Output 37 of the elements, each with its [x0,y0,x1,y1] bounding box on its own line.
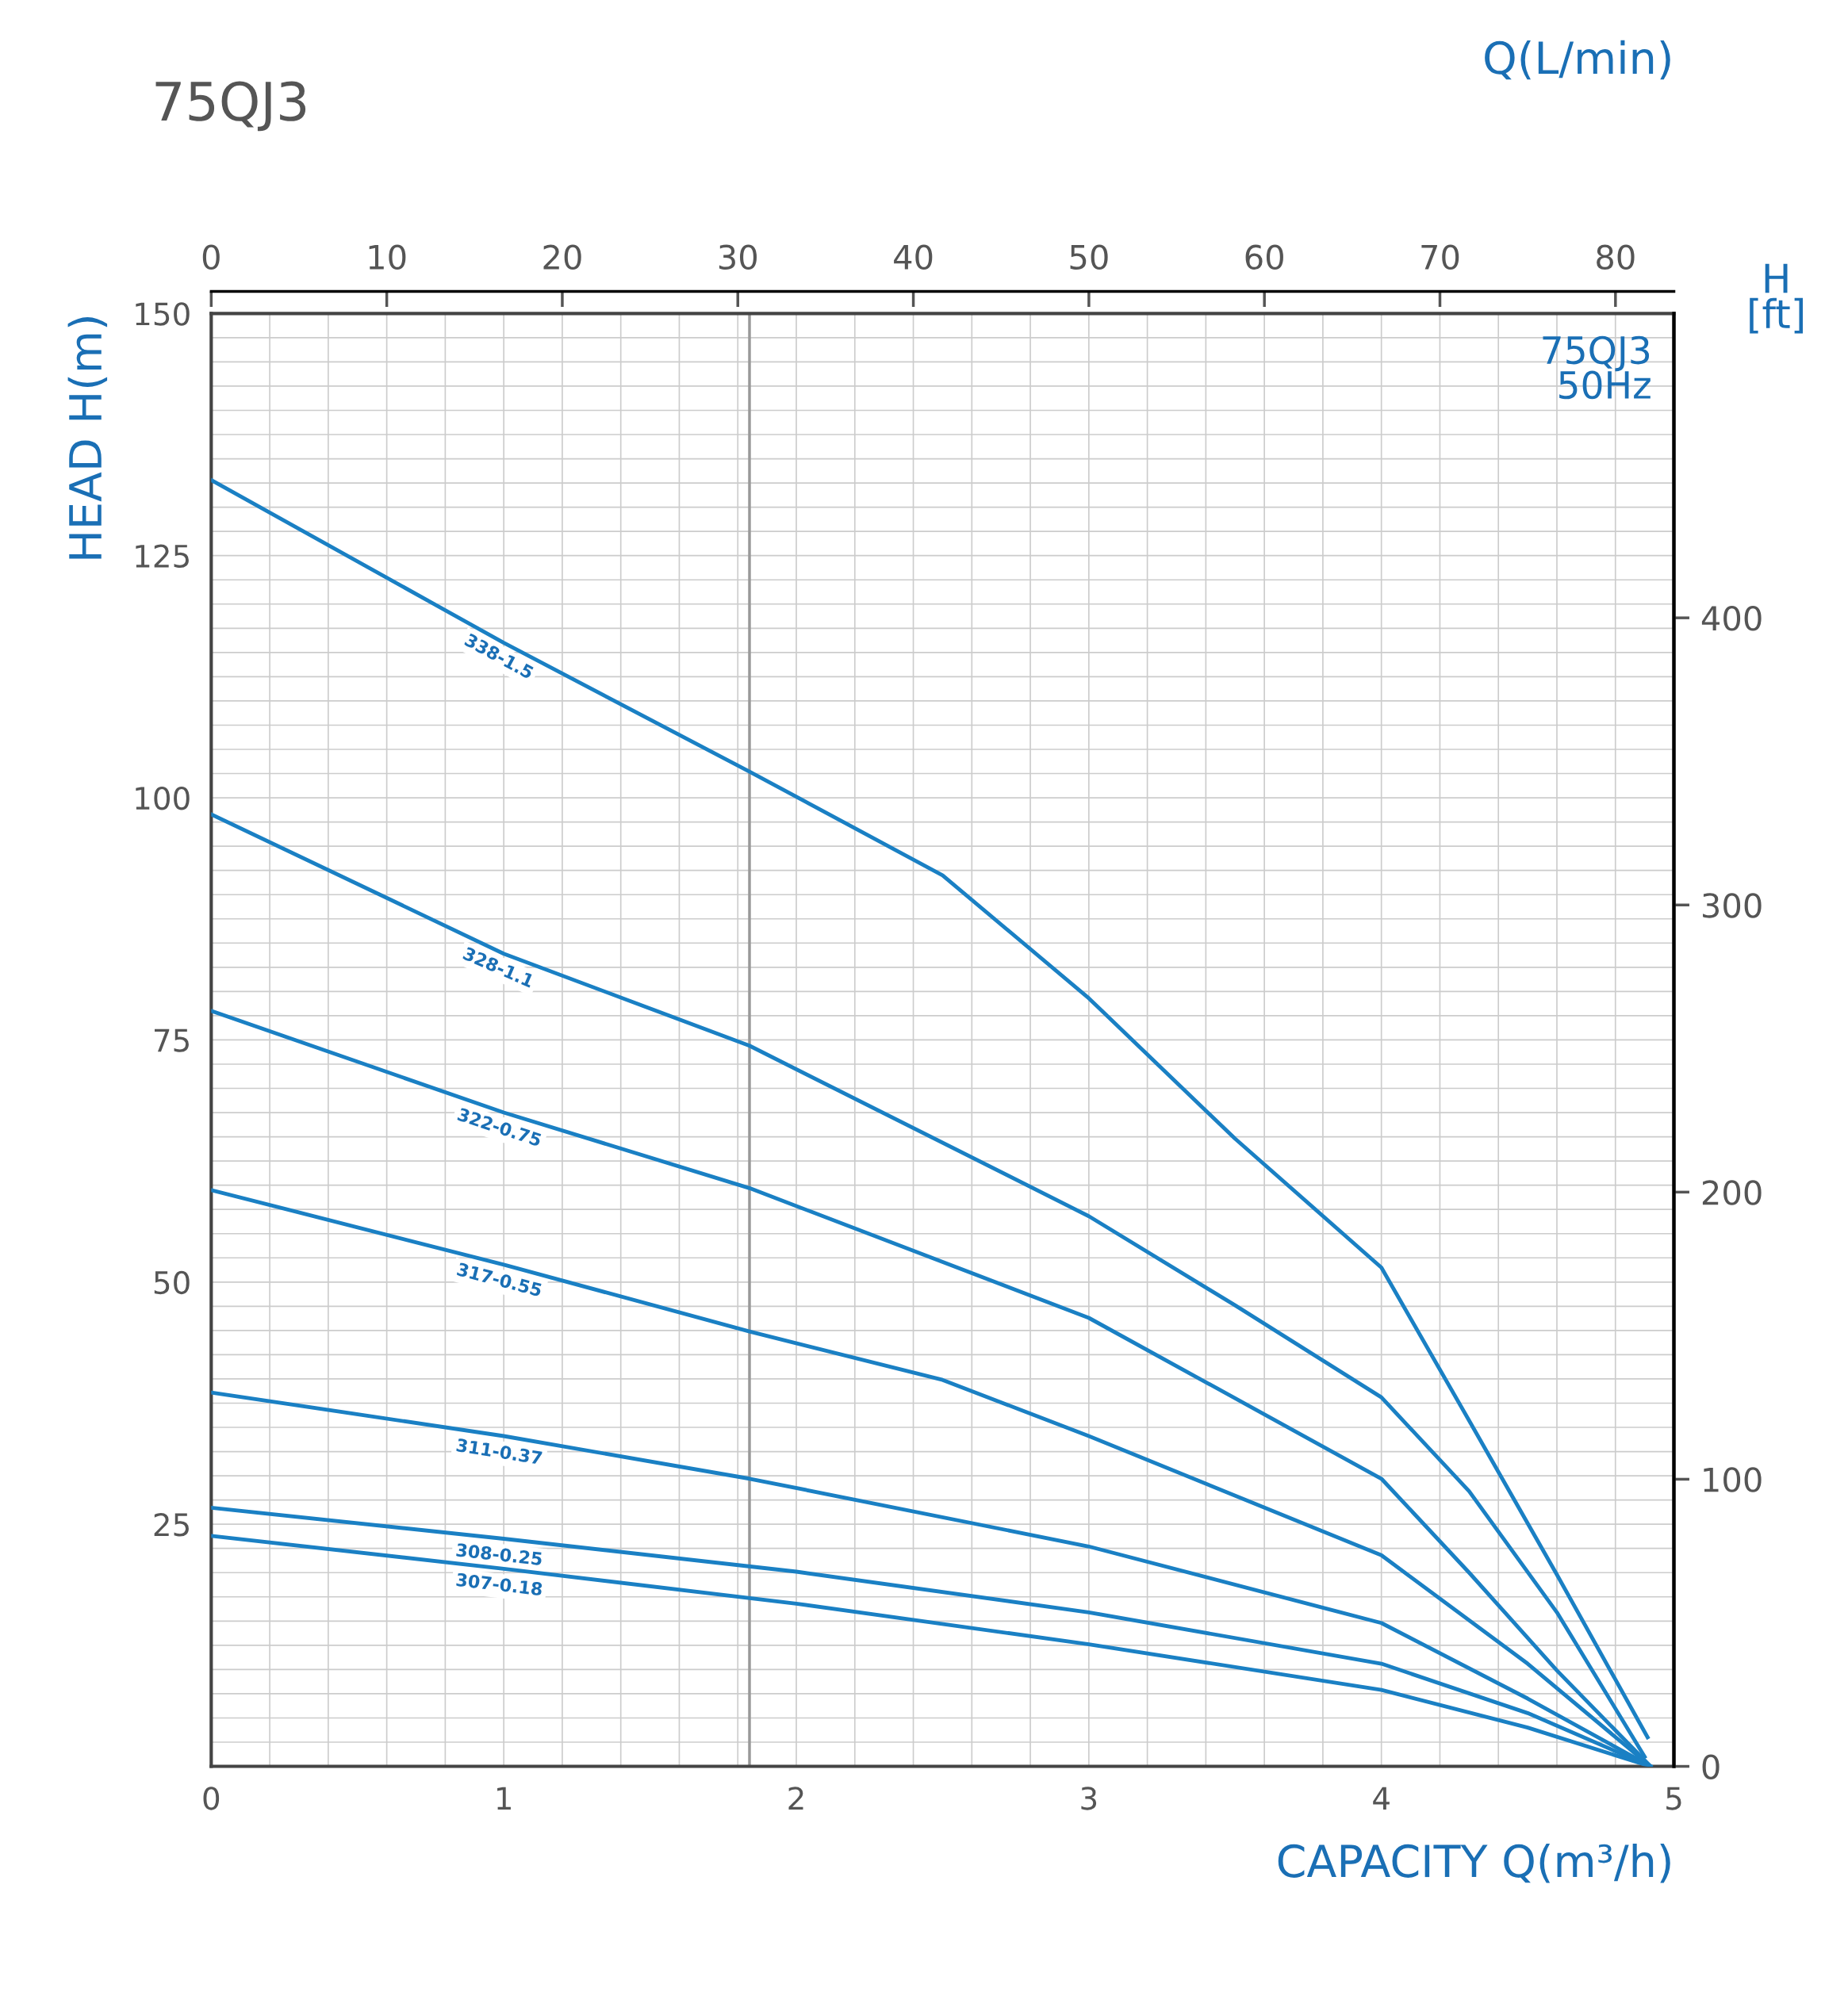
x2-tick-label: 70 [1421,244,1459,270]
y2-tick-label: 300 [1703,893,1762,918]
x2-tick-label: 30 [719,244,757,270]
x2-tick-label: 10 [369,244,406,270]
annotation: 75QJ3 50Hz [1543,335,1651,400]
chart-title: 75QJ3 [155,81,306,132]
x2-tick-label: 40 [894,244,933,270]
text: 307-0.18 [456,1572,543,1596]
y2-tick-label: 400 [1701,606,1762,631]
text: 311-0.37 [456,1438,543,1465]
x-tick-label: 2 [788,1787,803,1810]
y-tick-label: 50 [154,1270,190,1295]
line-series [211,478,1650,1740]
y-tick-label: 75 [155,1028,189,1052]
x2-tick-label: 0 [202,244,220,270]
x2-tick-label: 20 [543,244,581,270]
x-tick-label: 4 [1373,1787,1390,1810]
y-tick-label: 25 [154,1513,189,1537]
x-axis-title: CAPACITY Q(m³/h) [1278,1843,1670,1883]
x2-axis-title: Q(L/min) [1485,40,1670,80]
y2-axis-title: H [ft] [1750,263,1803,334]
y2-tick-label: 200 [1702,1180,1762,1205]
x2-tick-label: 50 [1070,244,1108,270]
y-tick-label: 150 [136,302,190,326]
line-series [211,812,1647,1759]
y-axis-title: HEAD H(m) [67,317,108,559]
y2-tick-label: 100 [1704,1467,1762,1492]
x-tick-label: 5 [1666,1787,1681,1810]
y-tick-label: 100 [136,786,190,810]
x-tick-label: 1 [497,1787,511,1810]
y2-tick-label: 0 [1702,1754,1720,1779]
x2-tick-label: 80 [1597,244,1635,270]
x2-tick-label: 60 [1245,244,1283,270]
x-tick-label: 3 [1081,1787,1097,1810]
text: 308-0.25 [456,1542,543,1566]
y-tick-label: 125 [136,544,189,569]
x-tick-label: 0 [203,1787,220,1810]
